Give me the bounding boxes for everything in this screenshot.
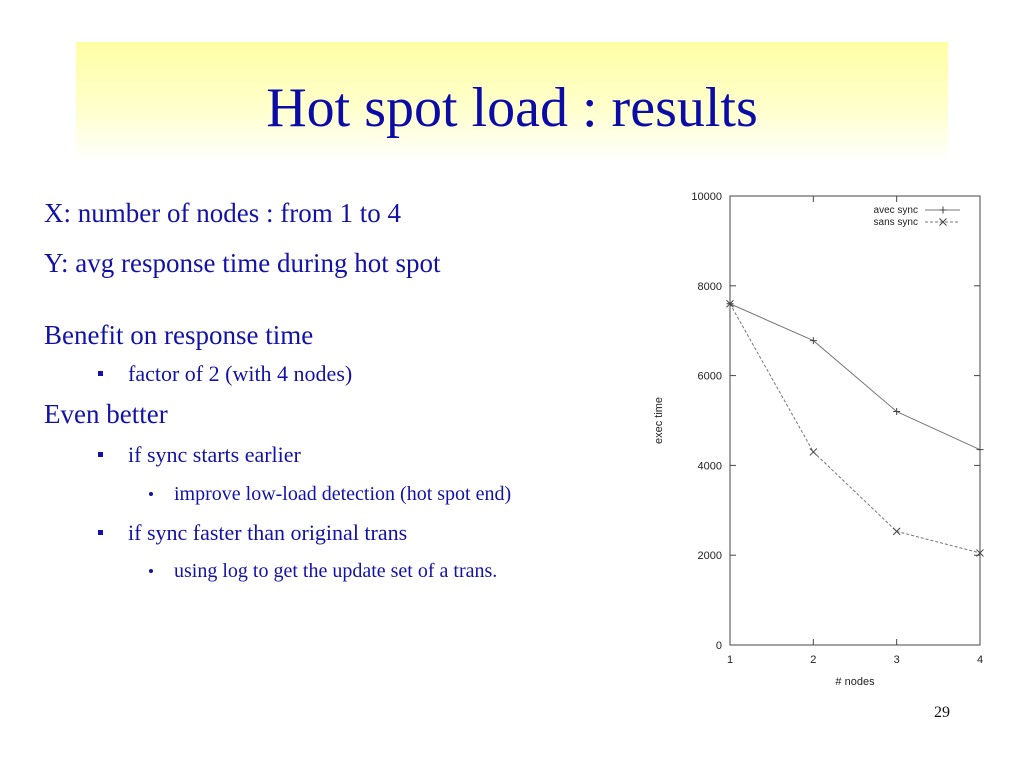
plot-frame (729, 195, 981, 646)
square-bullet-icon (98, 371, 103, 376)
legend-label: sans sync (874, 217, 918, 228)
bullet-sync-faster-text: if sync faster than original trans (128, 520, 408, 545)
x-tick-label: 1 (727, 654, 733, 666)
x-tick-label: 3 (894, 654, 900, 666)
round-bullet-icon (149, 569, 153, 573)
legend-label: avec sync (874, 205, 918, 216)
y-axis-label: exec time (653, 397, 665, 444)
data-point (893, 408, 901, 416)
y-tick-label: 0 (716, 640, 722, 652)
y-tick-label: 4000 (698, 460, 722, 472)
data-point (726, 299, 734, 308)
data-point (976, 446, 984, 454)
bullet-factor: factor of 2 (with 4 nodes) (44, 360, 511, 388)
bullet-factor-text: factor of 2 (with 4 nodes) (128, 361, 353, 386)
exec-time-chart: 0 2000 4000 6000 8000 10000 1 2 3 4 # nodes exec ti… (653, 191, 984, 688)
data-point (809, 448, 818, 456)
bullet-sync-earlier-text: if sync starts earlier (128, 442, 301, 467)
page-number: 29 (934, 704, 950, 721)
series-line-1 (729, 303, 981, 554)
series-line-0 (729, 303, 981, 451)
bullet-sync-faster: if sync faster than original trans (44, 519, 511, 547)
sub-bullet-log: using log to get the update set of a tra… (44, 558, 511, 584)
sub-bullet-detection: improve low-load detection (hot spot end… (44, 481, 511, 507)
x-tick-label: 2 (810, 654, 816, 666)
data-point (809, 337, 817, 345)
y-tick-label: 8000 (698, 281, 722, 293)
y-tick-label: 10000 (691, 191, 722, 203)
square-bullet-icon (98, 530, 103, 535)
even-better-heading: Even better (44, 399, 168, 429)
square-bullet-icon (98, 452, 103, 457)
x-tick-label: 4 (977, 654, 983, 666)
data-point (976, 549, 984, 557)
x-axis-description: X: number of nodes : from 1 to 4 (44, 198, 401, 228)
data-point (892, 527, 901, 536)
round-bullet-icon (149, 492, 153, 496)
legend-marker (939, 218, 947, 226)
benefit-heading: Benefit on response time (44, 320, 314, 350)
slide-title: Hot spot load : results (266, 77, 758, 139)
sub-bullet-detection-text: improve low-load detection (hot spot end… (174, 483, 512, 505)
y-tick-label: 2000 (698, 550, 722, 562)
bullet-sync-earlier: if sync starts earlier (44, 441, 511, 469)
y-axis-description: Y: avg response time during hot spot (44, 248, 441, 278)
title-band: Hot spot load : results (76, 42, 948, 162)
x-axis-label: # nodes (835, 676, 875, 688)
sub-bullet-log-text: using log to get the update set of a tra… (174, 560, 498, 582)
legend-marker (939, 206, 947, 214)
y-tick-label: 6000 (698, 371, 722, 383)
slide-body: X: number of nodes : from 1 to 4 Y: avg … (44, 196, 511, 584)
